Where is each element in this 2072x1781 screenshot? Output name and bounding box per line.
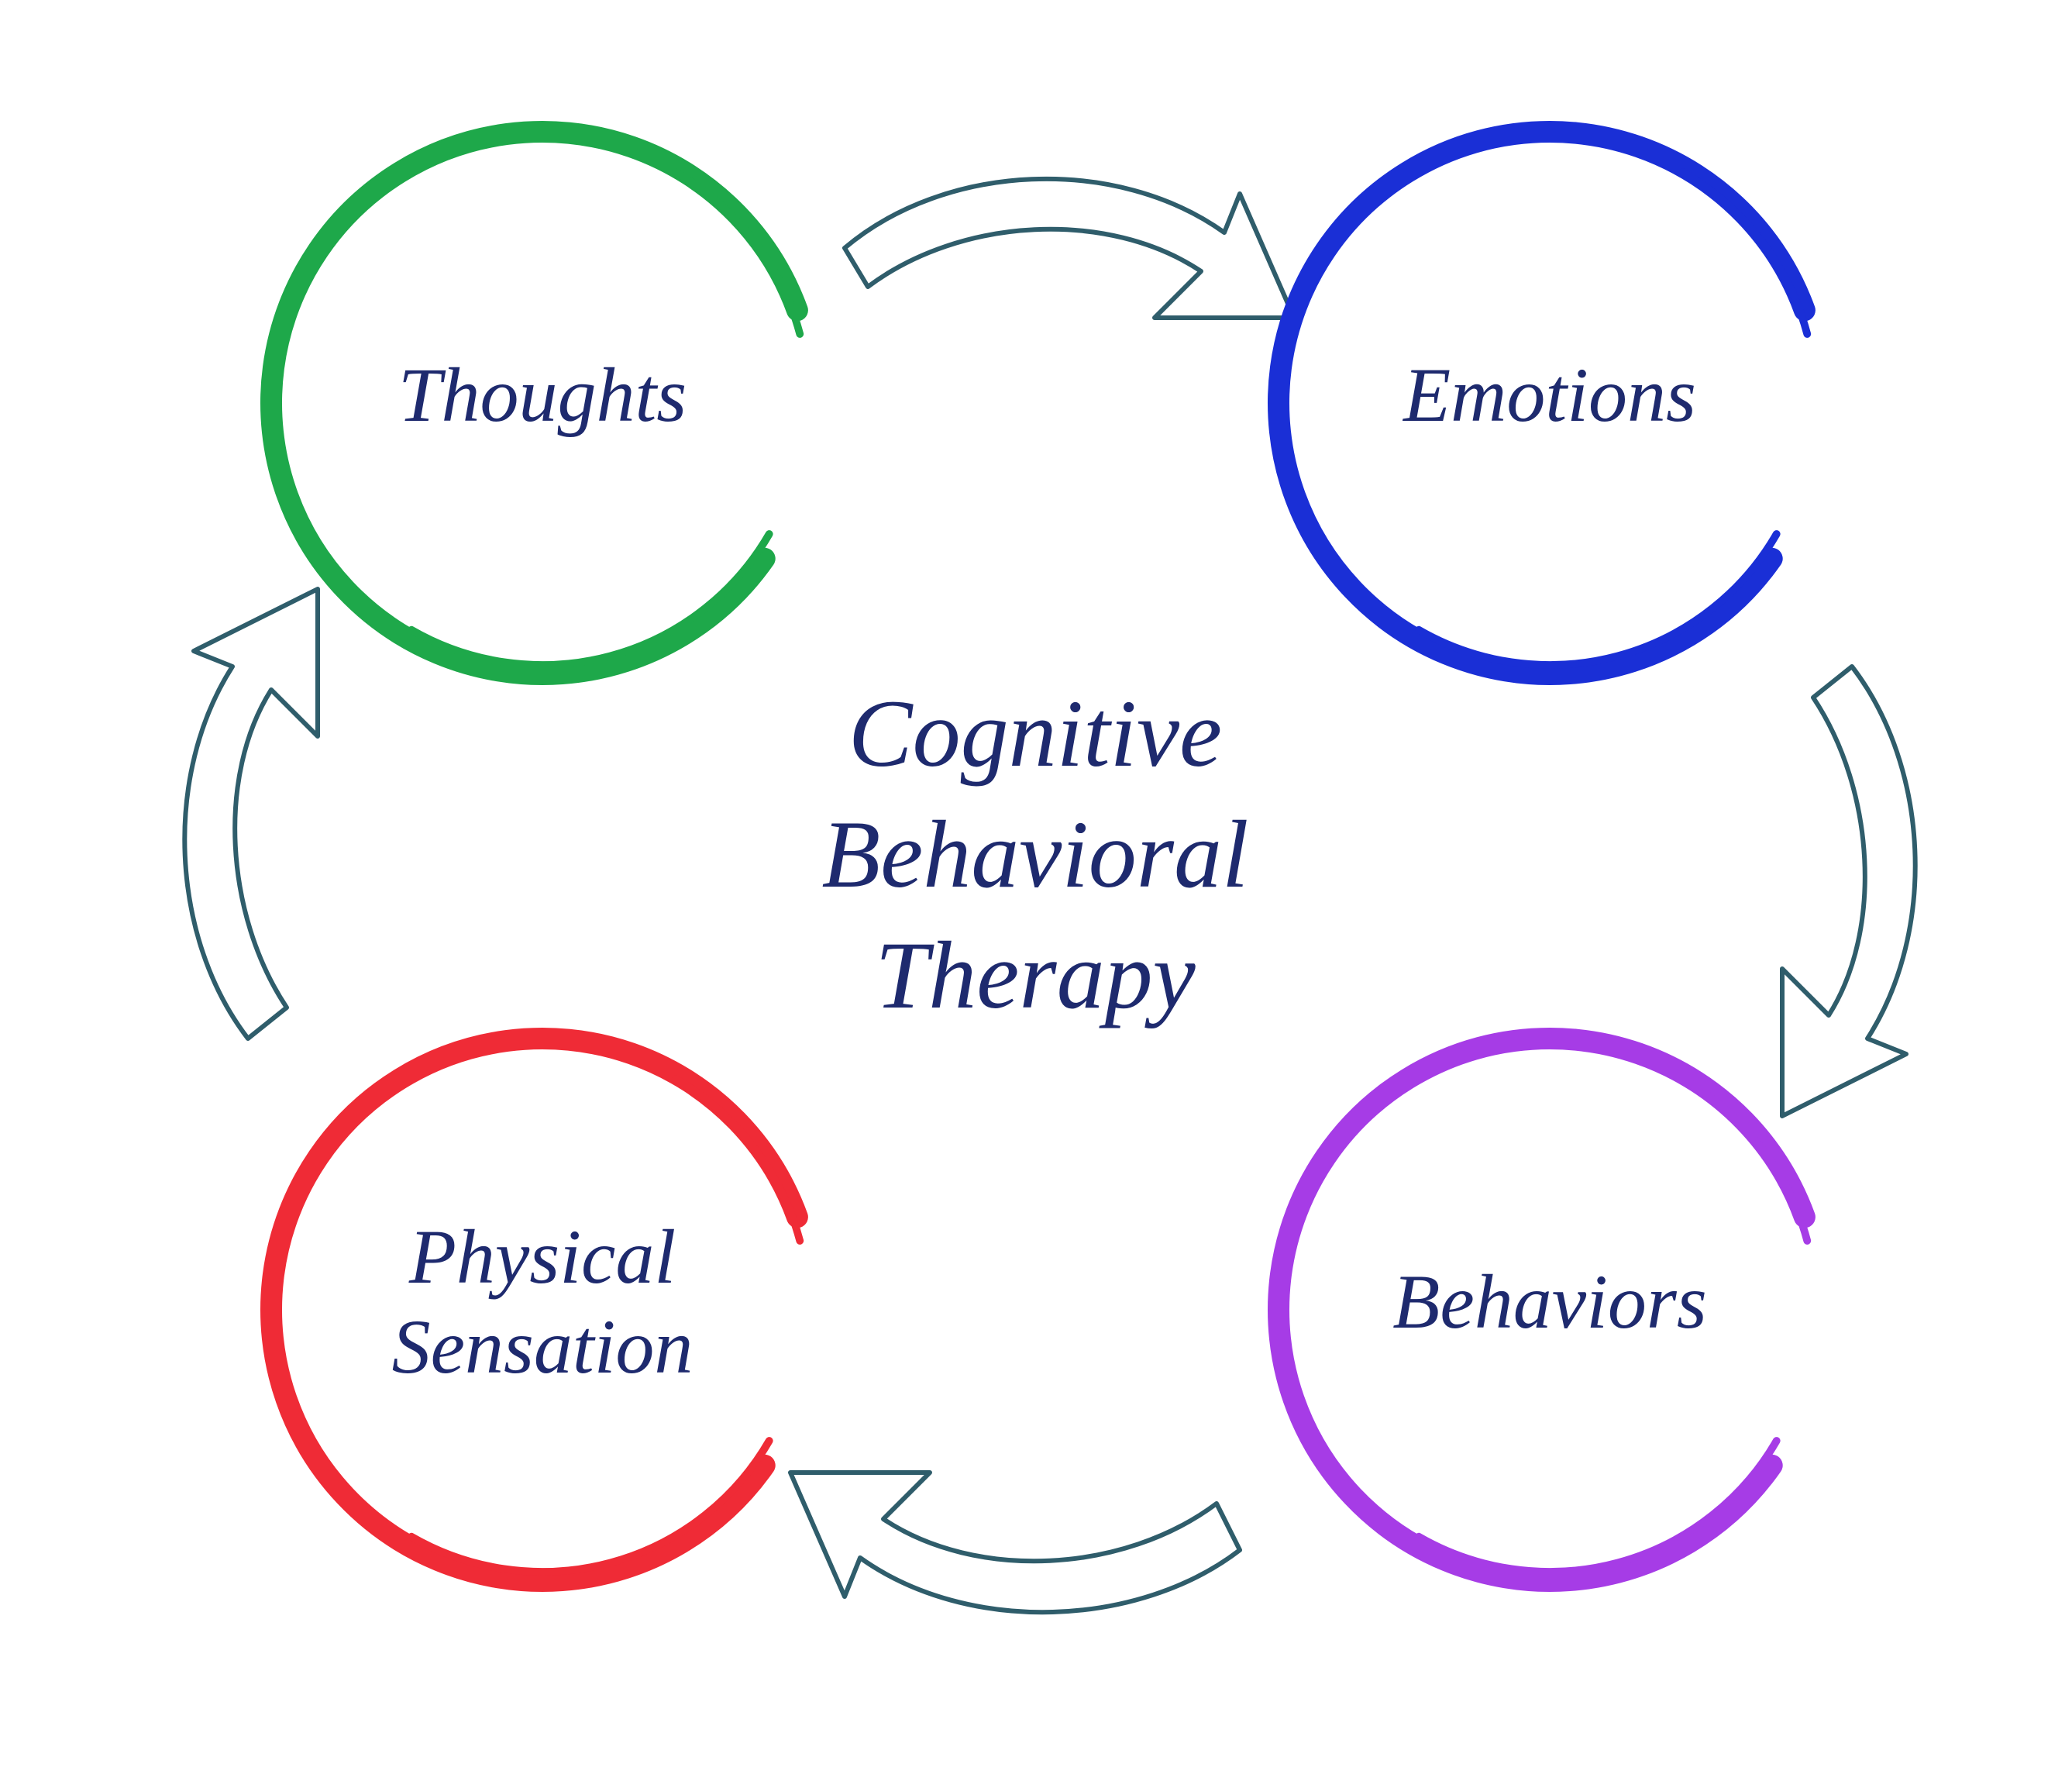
node-behaviors-label: Behaviors (1392, 1259, 1706, 1345)
node-emotions-label: Emotions (1402, 352, 1696, 438)
cbt-cycle-diagram: ThoughtsEmotionsBehaviorsPhysicalSensati… (0, 0, 2072, 1781)
node-thoughts-label: Thoughts (398, 352, 687, 438)
diagram-svg: ThoughtsEmotionsBehaviorsPhysicalSensati… (0, 0, 2072, 1781)
center-title: CognitiveBehavioralTherapy (822, 680, 1249, 1028)
